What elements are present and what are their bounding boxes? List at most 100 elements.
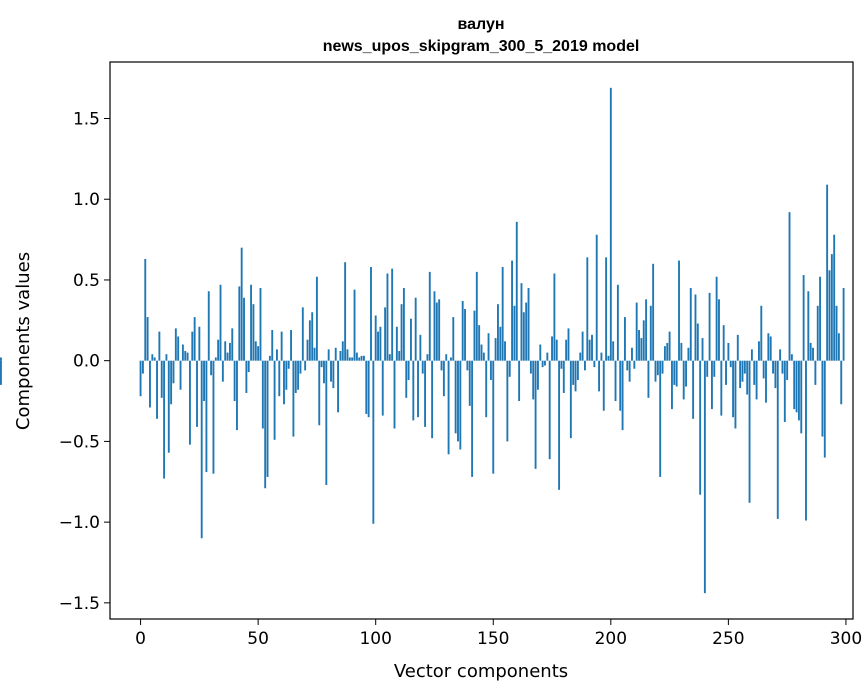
bar [762,360,765,379]
bar [513,305,516,361]
bar [574,360,577,392]
bar [339,350,342,361]
bar [156,360,158,419]
bar [217,339,220,361]
bar [0,357,2,361]
bar [174,328,177,361]
bar [689,288,692,361]
bar [301,307,304,361]
bar [207,291,210,361]
bar [271,330,274,361]
bar [760,305,763,361]
bar [426,354,429,361]
bar [193,317,196,361]
bar [534,360,537,469]
x-tick-label: 200 [595,629,627,649]
bar [210,360,213,376]
bar [715,276,718,361]
bar [238,286,241,361]
bar [489,360,492,381]
bar [473,310,476,361]
bar [551,336,553,361]
bar [609,87,612,361]
x-tick-label: 0 [135,629,146,649]
bar [360,355,363,361]
bar [769,336,772,361]
bar [671,360,673,410]
bar [372,360,375,524]
bar [341,341,344,361]
bar [245,360,248,393]
bar [438,299,441,361]
bar [713,360,716,377]
bar [631,347,633,361]
bar [687,347,690,361]
bar [348,357,351,361]
bar [736,334,739,361]
bar [680,342,683,361]
bar [708,292,711,361]
bar [812,347,814,361]
bar [442,360,445,397]
bar [351,357,354,361]
bar [294,360,297,393]
bar [706,360,709,377]
bar [247,360,250,372]
bar [139,360,142,397]
bar [457,360,459,442]
bar [605,257,608,361]
bar [452,317,455,361]
bar [584,360,586,371]
bar [640,338,643,361]
bar [703,360,706,594]
bar [464,309,466,361]
bar [504,341,506,361]
bar [619,360,622,411]
bar [435,302,438,361]
bar [275,349,278,361]
bar [539,344,542,361]
bar [254,341,257,361]
bar [527,288,530,361]
bar [153,357,156,361]
bar [654,360,657,382]
bar [544,360,546,366]
bar [261,360,264,429]
bar [233,360,236,402]
bar [830,254,833,361]
bar [214,357,217,361]
bar [800,360,803,434]
bar [781,360,784,374]
bar [304,360,307,371]
bar [402,288,405,361]
bar [417,360,419,418]
bar [346,349,349,361]
bar [221,360,224,382]
chart-title: валун [457,16,504,33]
bar [228,342,231,361]
bar [511,260,514,361]
bar [663,346,666,361]
bar [146,317,149,361]
bar [332,360,335,389]
bar [379,326,382,361]
bar [449,357,452,361]
y-axis-ticks: −1.5 −1.0 −0.5 0.0 0.5 1.0 1.5 [59,110,110,614]
bar [292,360,295,437]
bar [163,360,166,479]
bar [290,330,292,361]
bar [471,360,474,477]
bar [184,350,187,361]
bar [410,318,412,361]
bar [459,360,462,450]
y-tick-label: −1.5 [59,594,100,614]
bar [616,284,619,361]
bar [807,291,810,361]
bar [579,352,582,361]
bar [645,299,648,361]
bar [424,360,427,427]
bar [353,289,356,361]
bar [287,360,290,369]
bar [318,360,321,426]
